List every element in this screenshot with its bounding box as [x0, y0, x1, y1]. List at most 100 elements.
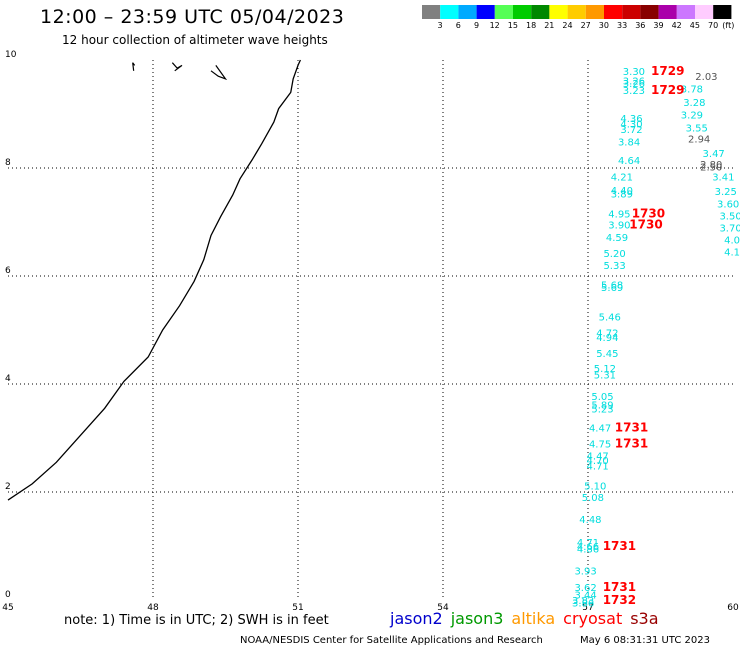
swh-value: 3.90 — [608, 220, 630, 231]
x-tick-label: 60 — [727, 603, 739, 610]
y-tick-label: 2 — [5, 482, 11, 492]
swh-value: 4.30 — [620, 120, 642, 131]
swh-value: 3.60 — [717, 199, 739, 210]
colorbar-tick-label: 12 — [489, 21, 500, 30]
colorbar-swatch — [440, 5, 459, 19]
colorbar-tick-label: 30 — [598, 21, 609, 30]
swh-value: 2.03 — [695, 72, 717, 83]
colorbar-swatch — [476, 5, 495, 19]
colorbar-swatch — [713, 5, 732, 19]
pass-time-label: 1731 — [615, 437, 648, 451]
swh-value: 2.80 — [700, 160, 722, 171]
colorbar-swatch — [422, 5, 441, 19]
x-tick-label: 57 — [582, 603, 593, 610]
swh-value: 5.33 — [603, 261, 625, 272]
colorbar-tick-label: 21 — [544, 21, 555, 30]
colorbar-tick-label: 24 — [562, 21, 573, 30]
colorbar-swatch — [513, 5, 532, 19]
mission-s3a: s3a — [630, 609, 659, 628]
swh-value: 5.31 — [594, 371, 616, 382]
swh-value: 5.46 — [599, 312, 621, 323]
colorbar-swatch — [567, 5, 586, 19]
swh-value: 5.23 — [591, 405, 613, 416]
colorbar-swatch — [531, 5, 550, 19]
swh-value: 3.26 — [623, 76, 645, 87]
swh-value: 5.68 — [601, 280, 623, 291]
colorbar-tick-label: (ft) — [722, 21, 735, 30]
x-tick-label: 48 — [147, 603, 159, 610]
colorbar-tick-label: 27 — [580, 21, 591, 30]
swh-value: 4.47 — [587, 452, 609, 463]
swh-value: 2.94 — [688, 135, 710, 146]
island-outline — [132, 62, 136, 71]
swh-value: 4.48 — [579, 515, 601, 526]
colorbar-swatch — [494, 5, 513, 19]
swh-value: 5.10 — [584, 481, 606, 492]
colorbar-swatch — [549, 5, 568, 19]
colorbar-labels: 3 6 9 12 15 18 21 24 27 30 33 36 39 42 45 70 (ft) — [422, 21, 740, 33]
pass-time-label: 1730 — [629, 217, 662, 231]
y-tick-label: 6 — [5, 266, 11, 276]
island-outline — [210, 65, 228, 81]
footnote: note: 1) Time is in UTC; 2) SWH is in fe… — [64, 613, 329, 628]
swh-value: 4.47 — [589, 424, 611, 435]
swh-value: 4.40 — [611, 186, 633, 197]
colorbar — [422, 5, 732, 19]
mission-jason3: jason3 — [450, 609, 504, 628]
coastline — [7, 59, 302, 501]
x-tick-label: 51 — [292, 603, 303, 610]
mission-jason2: jason2 — [390, 609, 443, 628]
x-tick-label: 54 — [437, 603, 449, 610]
colorbar-swatch — [676, 5, 695, 19]
swh-value: 4.86 — [577, 544, 599, 555]
swh-value: 4.1 — [724, 247, 740, 258]
colorbar-tick-label: 45 — [689, 21, 700, 30]
swh-value: 3.70 — [719, 224, 740, 235]
swh-value: 5.45 — [596, 349, 618, 360]
swh-value: 4.75 — [589, 440, 611, 451]
swh-value: 3.28 — [683, 98, 705, 109]
swh-value: 3.78 — [681, 84, 703, 95]
swh-value: 4.95 — [608, 210, 630, 221]
colorbar-swatch — [695, 5, 714, 19]
swh-value: 3.89 — [611, 190, 633, 201]
swh-value: 3.93 — [574, 567, 596, 578]
colorbar-swatch — [585, 5, 604, 19]
colorbar-tick-label: 33 — [617, 21, 628, 30]
swh-value: 4.59 — [606, 233, 628, 244]
colorbar-swatch — [640, 5, 659, 19]
colorbar-swatch — [604, 5, 623, 19]
swh-value: 3.47 — [703, 149, 725, 160]
swh-value: 4.72 — [596, 328, 618, 339]
pass-time-label: 1730 — [632, 207, 665, 221]
swh-value: 4.71 — [587, 461, 609, 472]
mission-cryosat: cryosat — [563, 609, 623, 628]
colorbar-tick-label: 39 — [653, 21, 664, 30]
swh-value: 5.20 — [603, 249, 625, 260]
colorbar-tick-label: 70 — [708, 21, 719, 30]
colorbar-tick-label: 6 — [455, 21, 461, 30]
swh-value: 3.30 — [623, 67, 645, 78]
pass-time-label: 1731 — [615, 421, 648, 435]
swh-value: 4.36 — [620, 114, 642, 125]
y-tick-label: 10 — [5, 50, 17, 60]
island-outline — [171, 62, 183, 72]
swh-value: 4.70 — [587, 456, 609, 467]
y-tick-label: 4 — [5, 374, 11, 384]
y-tick-label: 8 — [5, 158, 11, 168]
swh-value: 3.50 — [719, 211, 740, 222]
swh-value: 3.44 — [574, 590, 596, 601]
colorbar-tick-label: 18 — [526, 21, 537, 30]
swh-value: 3.25 — [715, 187, 737, 198]
swh-value: 4.64 — [618, 156, 640, 167]
colorbar-swatch — [622, 5, 641, 19]
swh-value: 3.41 — [712, 172, 734, 183]
colorbar-tick-label: 3 — [437, 21, 443, 30]
swh-value: 3.72 — [620, 125, 642, 136]
y-tick-label: 0 — [5, 590, 11, 600]
colorbar-swatch — [658, 5, 677, 19]
swh-value: 4.66 — [577, 542, 599, 553]
swh-value: 3.55 — [686, 123, 708, 134]
colorbar-tick-label: 36 — [635, 21, 646, 30]
